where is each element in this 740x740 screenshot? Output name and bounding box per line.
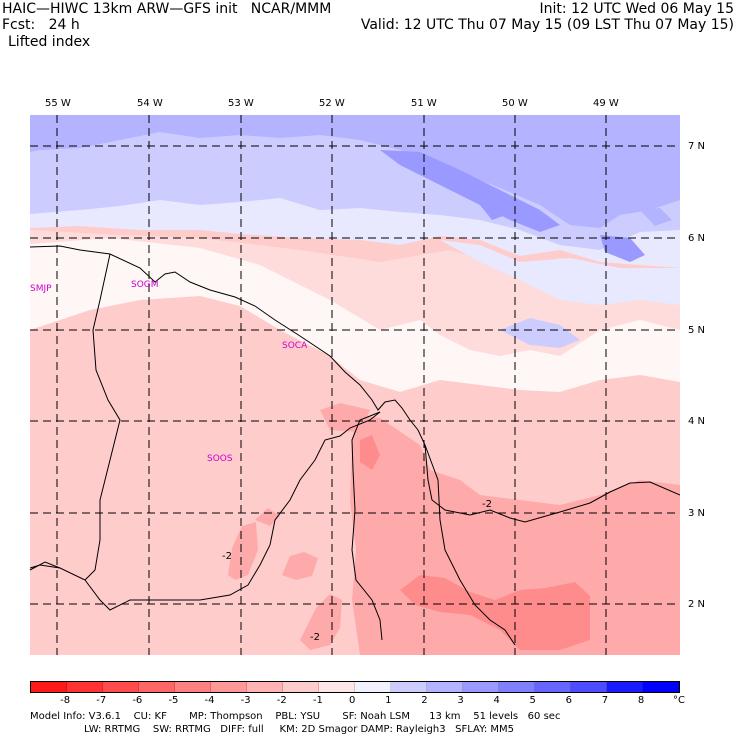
- colorbar-tick-label: -1: [312, 695, 323, 706]
- lat-label-5n: 5 N: [688, 325, 706, 336]
- colorbar-tick-label: 2: [421, 695, 428, 706]
- colorbar-tick-label: 0: [349, 695, 356, 706]
- colorbar-tick-label: 8: [637, 695, 645, 706]
- oyapock-river: [351, 411, 383, 641]
- model-title: HAIC—HIWC 13km ARW—GFS init NCAR/MMM: [2, 1, 332, 17]
- field-region: [440, 240, 680, 305]
- field-region: [30, 115, 680, 228]
- lat-label-7n: 7 N: [688, 141, 706, 152]
- border-east: [84, 411, 381, 611]
- colorbar-swatch: [535, 682, 571, 692]
- colorbar-tick-label: -5: [168, 695, 179, 706]
- colorbar-swatch: [139, 682, 175, 692]
- field-region: [228, 522, 258, 580]
- colorbar-swatch: [391, 682, 427, 692]
- lon-label-50w: 50 W: [502, 98, 528, 109]
- valid-time: Valid: 12 UTC Thu 07 May 15 (09 LST Thu …: [360, 17, 734, 33]
- colorbar-swatch: [175, 682, 211, 692]
- field-region: [600, 235, 645, 262]
- lat-label-6n: 6 N: [688, 233, 706, 244]
- colorbar-tick-label: 3: [457, 695, 464, 706]
- field-name: Lifted index: [8, 34, 91, 50]
- lon-label-52w: 52 W: [319, 98, 345, 109]
- colorbar-swatch: [427, 682, 463, 692]
- colorbar-swatch: [463, 682, 499, 692]
- colorbar-tick-label: 5: [529, 695, 536, 706]
- colorbar-swatch: [355, 682, 391, 692]
- colorbar-swatch: [247, 682, 283, 692]
- contour-lines: [29, 561, 61, 571]
- station-soca: SOCA: [282, 341, 308, 351]
- contour-label: -2: [482, 499, 492, 510]
- colorbar-swatch: [103, 682, 139, 692]
- model-info-line1: Model Info: V3.6.1 CU: KF MP: Thompson P…: [30, 711, 561, 722]
- colorbar-tick-label: 7: [601, 695, 609, 706]
- lat-label-4n: 4 N: [688, 416, 706, 427]
- field-region: [282, 552, 318, 580]
- field-region: [255, 508, 280, 526]
- colorbar-swatch: [31, 682, 67, 692]
- lifted-index-field: [30, 115, 680, 655]
- colorbar-unit: °C: [673, 695, 685, 706]
- colorbar-swatch: [643, 682, 679, 692]
- lat-lon-grid: [30, 115, 680, 655]
- station-smjp: SMJP: [30, 284, 52, 294]
- colorbar-swatch: [319, 682, 355, 692]
- field-region: [500, 318, 580, 348]
- lat-label-2n: 2 N: [688, 599, 706, 610]
- lon-label-54w: 54 W: [137, 98, 163, 109]
- station-sogm: SOGM: [131, 280, 159, 290]
- colorbar-tick-label: -8: [60, 695, 71, 706]
- colorbar-tick-label: -6: [132, 695, 143, 706]
- field-region: [640, 208, 672, 226]
- lon-label-49w: 49 W: [593, 98, 619, 109]
- colorbar-tick-label: 1: [385, 695, 392, 706]
- colorbar-tick-label: -4: [204, 695, 215, 706]
- init-time: Init: 12 UTC Wed 06 May 15: [539, 1, 734, 17]
- lat-label-3n: 3 N: [688, 508, 706, 519]
- colorbar-swatch: [211, 682, 247, 692]
- contour-label: -2: [222, 551, 232, 562]
- field-region: [480, 202, 506, 220]
- colorbar-tick-label: -2: [276, 695, 287, 706]
- colorbar-tick-label: 4: [493, 695, 500, 706]
- colorbar-tick-label: -3: [240, 695, 251, 706]
- colorbar-swatch: [283, 682, 319, 692]
- lon-label-51w: 51 W: [411, 98, 437, 109]
- forecast-hour: Fcst: 24 h: [2, 17, 80, 33]
- coastlines-borders: [30, 245, 680, 646]
- colorbar-swatch: [499, 682, 535, 692]
- colorbar-tick-label: -7: [96, 695, 107, 706]
- colorbar: [30, 681, 680, 693]
- field-region: [30, 425, 120, 655]
- field-region: [30, 160, 90, 205]
- model-info-line2: LW: RRTMG SW: RRTMG DIFF: full KM: 2D Sm…: [30, 724, 515, 735]
- colorbar-swatch: [67, 682, 103, 692]
- coastline: [30, 245, 680, 523]
- colorbar-swatch: [607, 682, 643, 692]
- lon-label-55w: 55 W: [45, 98, 71, 109]
- station-soos: SOOS: [207, 454, 233, 464]
- lon-label-53w: 53 W: [228, 98, 254, 109]
- field-region: [400, 575, 590, 650]
- colorbar-tick-label: 6: [565, 695, 573, 706]
- border-south: [424, 444, 516, 646]
- colorbar-swatch: [571, 682, 607, 692]
- field-region: [360, 435, 380, 470]
- contour-label: -2: [310, 632, 320, 643]
- border-west: [30, 253, 121, 581]
